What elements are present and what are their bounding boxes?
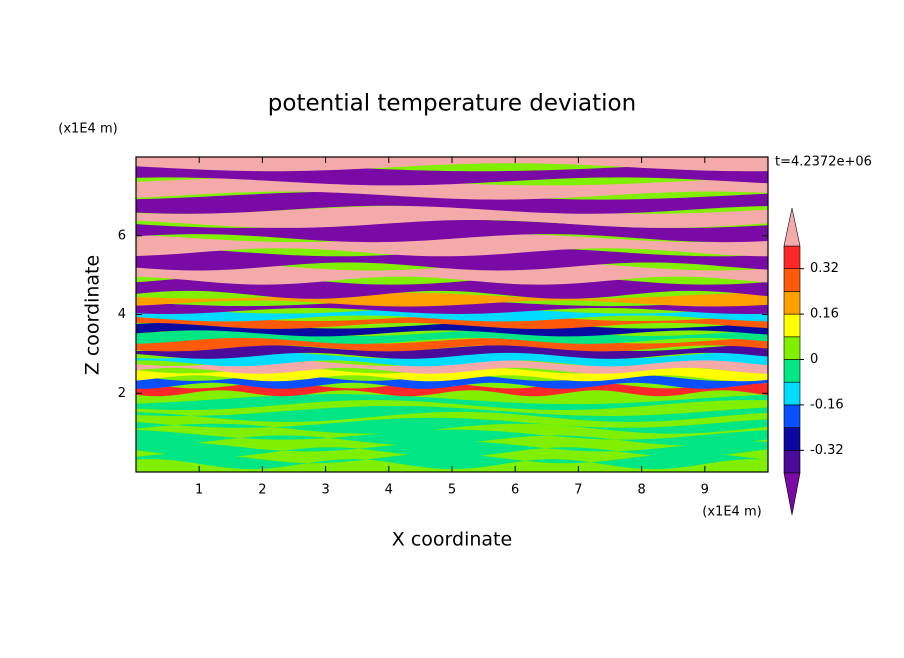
- contour-band: [136, 248, 768, 271]
- y-unit: (x1E4 m): [58, 122, 117, 137]
- colorbar-tick-label: -0.16: [810, 397, 844, 412]
- contour-band: [136, 315, 768, 329]
- colorbar-segment: [783, 381, 801, 406]
- colorbar-extension: [783, 207, 801, 247]
- contour-band: [136, 344, 768, 359]
- x-tick-label: 7: [574, 483, 582, 498]
- contour-band: [136, 453, 768, 470]
- contour-band: [136, 205, 768, 228]
- contour-band: [136, 337, 768, 352]
- contour-band: [136, 429, 768, 446]
- x-unit: (x1E4 m): [702, 505, 761, 520]
- contour-band: [136, 157, 654, 158]
- contour-band: [136, 352, 768, 367]
- x-axis-label: X coordinate: [392, 529, 512, 551]
- colorbar-segment: [783, 336, 801, 360]
- contour-band: [136, 219, 768, 243]
- x-tick-label: 1: [195, 483, 203, 498]
- colorbar-segment: [783, 268, 801, 292]
- contour-band: [136, 157, 768, 172]
- colorbar-tick-label: 0.16: [810, 307, 839, 322]
- time-annotation: t=4.2372e+06: [775, 155, 872, 170]
- contour-band: [136, 394, 768, 411]
- contour-band: [126, 121, 778, 143]
- contour-band: [136, 234, 768, 257]
- colorbar-segment: [783, 404, 801, 428]
- contour-band: [136, 405, 768, 422]
- x-tick-label: 8: [637, 483, 645, 498]
- x-tick-label: 5: [448, 483, 456, 498]
- contour-band: [136, 300, 768, 314]
- chart-title: potential temperature deviation: [268, 91, 636, 117]
- colorbar-segment: [783, 245, 801, 270]
- contour-field: [126, 121, 778, 472]
- colorbar-extension: [783, 472, 801, 516]
- colorbar-segment: [783, 449, 801, 474]
- contour-band: [136, 177, 768, 200]
- contour-band: [136, 322, 768, 337]
- y-tick-label: 2: [118, 386, 126, 401]
- colorbar-tick-label: 0: [810, 352, 818, 367]
- y-tick-label: 6: [118, 228, 126, 243]
- colorbar-tick-label: 0.32: [810, 261, 839, 276]
- colorbar-tick-label: -0.32: [810, 443, 844, 458]
- colorbar-segment: [783, 291, 801, 315]
- x-tick-label: 9: [701, 483, 709, 498]
- x-tick-label: 4: [385, 483, 393, 498]
- colorbar-segment: [783, 359, 801, 383]
- contour-band: [136, 359, 768, 374]
- contour-band: [136, 262, 768, 285]
- x-tick-label: 2: [258, 483, 266, 498]
- contour-band: [136, 307, 768, 322]
- y-tick-label: 4: [118, 307, 126, 322]
- contour-band: [136, 191, 768, 214]
- colorbar-segment: [783, 427, 801, 451]
- contour-band: [136, 417, 768, 434]
- y-axis-label: Z coordinate: [82, 255, 104, 375]
- colorbar-segment: [783, 313, 801, 338]
- x-tick-label: 3: [321, 483, 329, 498]
- contour-band: [136, 441, 768, 458]
- x-tick-label: 6: [511, 483, 519, 498]
